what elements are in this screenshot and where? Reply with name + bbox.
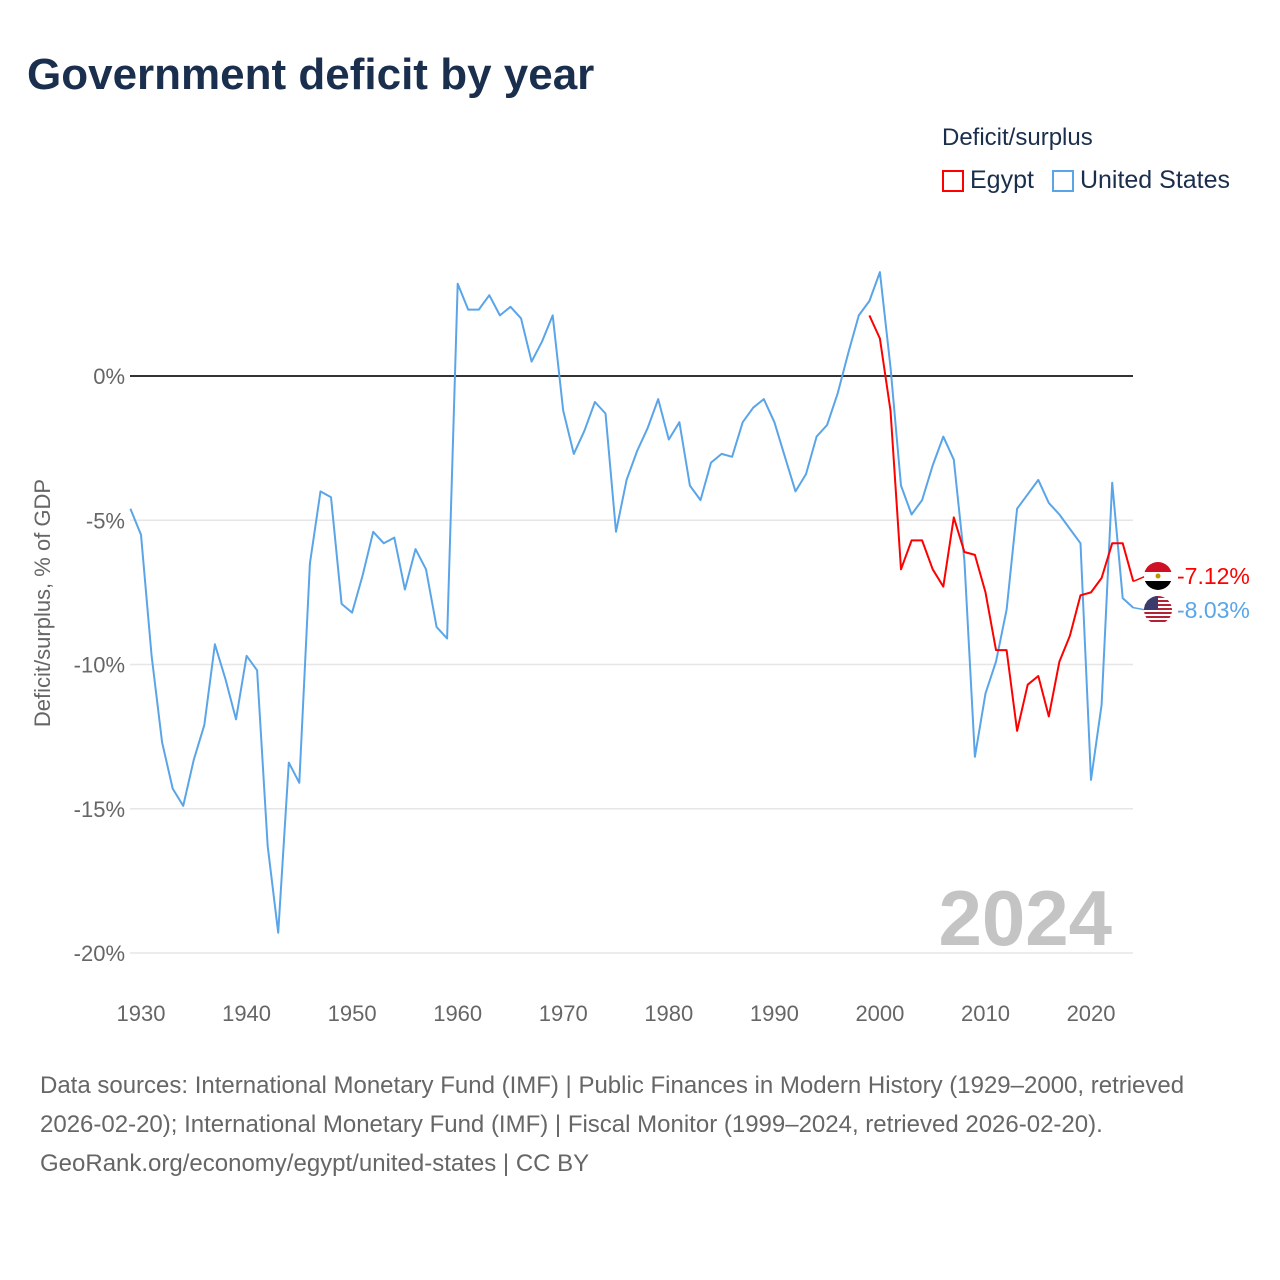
legend: Egypt United States xyxy=(942,166,1230,195)
label-connector-united-states xyxy=(1133,606,1147,611)
legend-swatch-united-states xyxy=(1051,169,1074,192)
data-sources: Data sources: International Monetary Fun… xyxy=(40,1072,1185,1138)
x-tick-label: 1990 xyxy=(750,1001,799,1026)
y-tick-label: -5% xyxy=(86,508,125,533)
y-tick-label: -10% xyxy=(74,653,125,678)
credit-link[interactable]: GeoRank.org/economy/egypt/united-states … xyxy=(40,1150,590,1177)
x-tick-label: 1930 xyxy=(117,1001,166,1026)
year-watermark: 2024 xyxy=(938,874,1112,962)
x-tick-label: 2020 xyxy=(1067,1001,1116,1026)
x-tick-label: 1960 xyxy=(433,1001,482,1026)
egypt-flag-icon xyxy=(1144,562,1172,590)
legend-item-egypt[interactable]: Egypt xyxy=(942,166,1034,195)
legend-swatch-egypt xyxy=(942,169,964,192)
legend-title: Deficit/surplus xyxy=(942,124,1093,151)
legend-item-united-states[interactable]: United States xyxy=(1051,166,1231,195)
legend-label-egypt: Egypt xyxy=(970,166,1034,194)
y-tick-label: -20% xyxy=(74,941,125,966)
x-tick-label: 2010 xyxy=(961,1001,1010,1026)
series-line-united-states xyxy=(129,271,1134,934)
series-line-egypt xyxy=(868,314,1135,732)
legend-label-united-states: United States xyxy=(1079,166,1231,194)
end-value-label-united-states: -8.03% xyxy=(1177,597,1250,623)
x-tick-label: 1950 xyxy=(328,1001,377,1026)
x-tick-label: 2000 xyxy=(855,1001,904,1026)
end-value-label-egypt: -7.12% xyxy=(1177,563,1250,589)
label-connector-egypt xyxy=(1132,575,1147,583)
footer: Data sources: International Monetary Fun… xyxy=(40,1066,1240,1183)
us-flag-icon xyxy=(1144,596,1172,624)
y-tick-label: 0% xyxy=(93,364,125,389)
x-tick-label: 1980 xyxy=(644,1001,693,1026)
x-tick-label: 1940 xyxy=(222,1001,271,1026)
x-tick-label: 1970 xyxy=(539,1001,588,1026)
chart-title: Government deficit by year xyxy=(27,50,595,99)
y-axis-label: Deficit/surplus, % of GDP xyxy=(30,479,55,727)
y-tick-label: -15% xyxy=(74,797,125,822)
